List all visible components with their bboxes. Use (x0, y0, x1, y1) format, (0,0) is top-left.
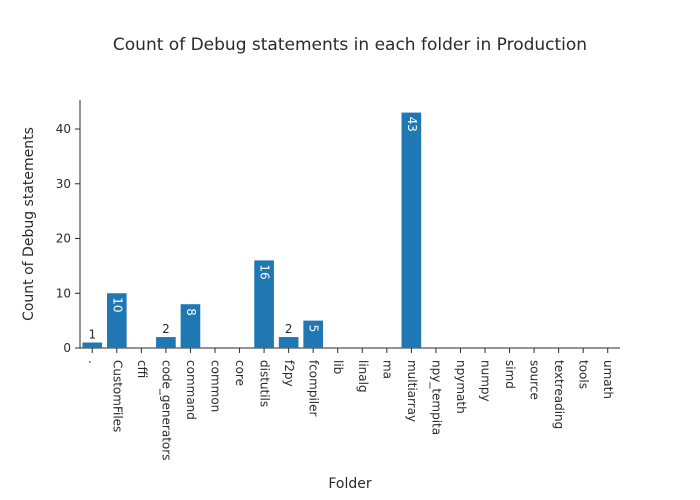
x-tick-label: linalg (356, 360, 370, 393)
x-tick-label: source (528, 360, 542, 400)
data-label: 43 (405, 117, 419, 132)
x-tick-label: lib (331, 360, 345, 374)
bar-labels-group: 1 10 2 8 16 2 5 43 (88, 117, 418, 342)
x-tick-label: distutils (258, 360, 272, 407)
y-tick-label: 20 (56, 232, 71, 246)
data-label: 1 (88, 328, 96, 342)
bars-group (82, 112, 422, 348)
x-tick-label: f2py (282, 360, 296, 387)
x-tick-label: common (209, 360, 223, 412)
bar[interactable] (107, 293, 127, 348)
data-label: 5 (307, 325, 321, 333)
y-tick-label: 30 (56, 177, 71, 191)
x-tick-label: tools (577, 360, 591, 389)
x-tick-label: umath (601, 360, 615, 399)
x-tick-label: simd (503, 360, 517, 389)
bar[interactable] (303, 320, 323, 348)
bar[interactable] (156, 337, 176, 348)
x-tick-label: npymath (454, 360, 468, 414)
x-tick-label: multiarray (405, 360, 419, 422)
bar[interactable] (401, 112, 422, 348)
x-tick-label: fcompiler (307, 360, 321, 417)
data-label: 8 (184, 308, 198, 316)
x-tick-label: ma (380, 360, 394, 379)
y-tick-label: 40 (56, 122, 71, 136)
y-axis-title: Count of Debug statements (21, 127, 37, 321)
x-tick-label: . (86, 360, 100, 364)
chart-title: Count of Debug statements in each folder… (113, 35, 587, 55)
x-axis-title: Folder (328, 476, 372, 492)
x-tick-label: code_generators (159, 360, 173, 460)
x-axis: . CustomFiles cffi code_generators command co… (80, 347, 620, 460)
data-label: 2 (285, 322, 293, 336)
bar[interactable] (82, 342, 103, 348)
bar[interactable] (278, 337, 299, 348)
data-label: 16 (258, 264, 272, 279)
data-label: 2 (162, 322, 170, 336)
bar[interactable] (180, 304, 201, 348)
y-tick-label: 10 (56, 286, 71, 300)
x-tick-label: npy_tempita (429, 360, 443, 435)
y-axis: 0 10 20 30 40 (56, 100, 81, 355)
x-tick-label: CustomFiles (110, 360, 124, 432)
y-tick-label: 0 (63, 341, 71, 355)
x-tick-label: cffi (135, 360, 149, 378)
x-tick-label: textreading (552, 360, 566, 429)
x-tick-label: numpy (479, 360, 493, 402)
bar[interactable] (254, 260, 274, 348)
x-tick-label: command (184, 360, 198, 420)
x-tick-label: core (233, 360, 247, 386)
data-label: 10 (110, 297, 124, 312)
